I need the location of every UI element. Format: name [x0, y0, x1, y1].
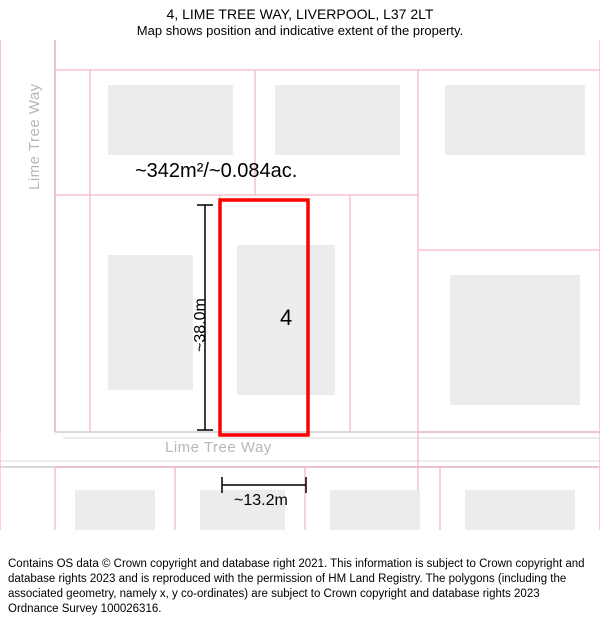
map-svg: [0, 40, 600, 530]
width-measurement: ~13.2m: [234, 492, 288, 510]
header: 4, LIME TREE WAY, LIVERPOOL, L37 2LT Map…: [0, 0, 600, 40]
plot-number: 4: [280, 305, 292, 331]
street-name-vertical: Lime Tree Way: [26, 83, 43, 190]
height-measurement: ~38.0m: [192, 298, 210, 352]
area-measurement: ~342m²/~0.084ac.: [135, 160, 297, 183]
footer-copyright: Contains OS data © Crown copyright and d…: [0, 551, 600, 625]
map-area: Lime Tree Way Lime Tree Way ~342m²/~0.08…: [0, 40, 600, 530]
page-subtitle: Map shows position and indicative extent…: [10, 23, 590, 38]
page-title: 4, LIME TREE WAY, LIVERPOOL, L37 2LT: [10, 6, 590, 22]
street-name-horizontal: Lime Tree Way: [165, 439, 272, 456]
